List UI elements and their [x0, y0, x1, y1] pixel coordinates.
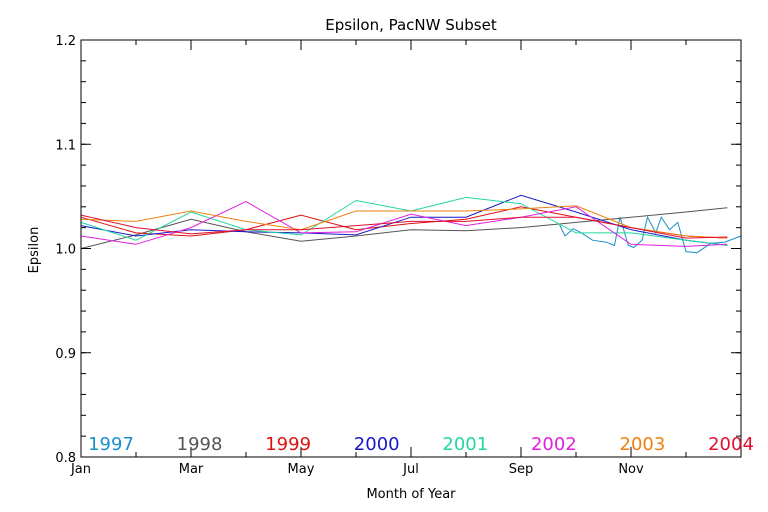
legend-entry-1998: 1998 — [177, 434, 223, 455]
y-tick-label-0-9: 0.9 — [55, 347, 76, 362]
legend: 1997 1998 1999 2000 2001 2002 2003 2004 — [88, 434, 754, 455]
legend-entry-2000: 2000 — [354, 434, 400, 455]
x-tick-label-jan: Jan — [70, 462, 91, 477]
y-tick-label-1-2: 1.2 — [55, 34, 76, 49]
y-tick-label-1-0: 1.0 — [55, 243, 76, 258]
legend-entry-2003: 2003 — [620, 434, 666, 455]
y-tick-label-1-1: 1.1 — [55, 138, 76, 153]
x-tick-label-mar: Mar — [179, 462, 204, 477]
series-line-1998 — [80, 207, 728, 249]
legend-entry-1997: 1997 — [88, 434, 134, 455]
x-tick-label-sep: Sep — [509, 462, 534, 477]
plot-frame — [80, 39, 742, 458]
x-tick-label-nov: Nov — [618, 462, 644, 477]
legend-entry-1999: 1999 — [265, 434, 311, 455]
series-line-2004 — [80, 214, 728, 239]
x-axis-label: Month of Year — [366, 487, 456, 502]
x-tick-label-jul: Jul — [402, 462, 419, 477]
series-line-2002 — [80, 201, 728, 247]
series-line-2001 — [80, 196, 728, 246]
legend-entry-2004: 2004 — [708, 434, 754, 455]
axis-layer: 0.8 0.9 1.0 1.1 1.2 Jan Mar May Jul Sep Nov — [55, 34, 742, 477]
chart-title: Epsilon, PacNW Subset — [325, 16, 497, 34]
y-axis-label: Epsilon — [27, 227, 42, 274]
series-layer — [80, 194, 742, 254]
legend-entry-2001: 2001 — [442, 434, 488, 455]
x-tick-label-may: May — [288, 462, 315, 477]
series-line-2000 — [80, 194, 728, 246]
legend-entry-2002: 2002 — [531, 434, 577, 455]
series-line-1997 — [559, 215, 742, 254]
y-tick-label-0-8: 0.8 — [55, 451, 76, 466]
